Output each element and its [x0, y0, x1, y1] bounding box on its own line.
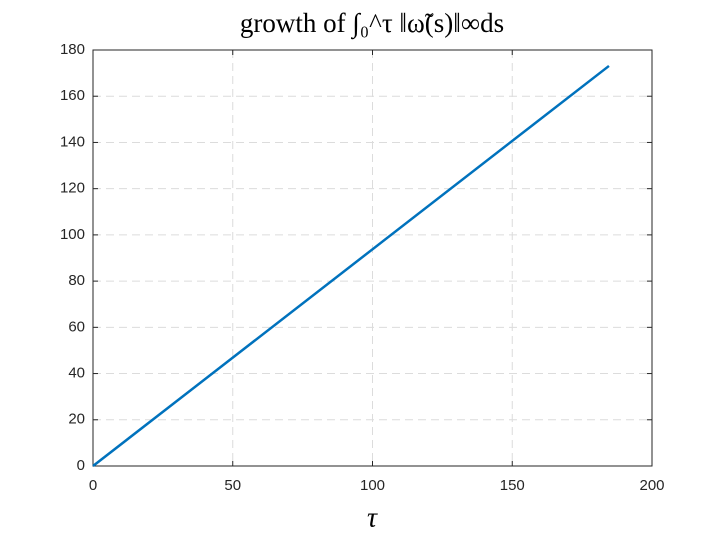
chart-title: growth of ∫₀^τ ‖ω̃(s)‖∞ds — [240, 8, 504, 40]
x-tick-label: 200 — [639, 477, 664, 494]
y-tick-label: 100 — [60, 226, 85, 243]
x-tick-label: 100 — [360, 477, 385, 494]
line-series — [92, 64, 610, 467]
y-tick-label: 120 — [60, 180, 85, 197]
y-tick-label: 80 — [68, 272, 85, 289]
x-tick-label: 50 — [224, 477, 241, 494]
y-tick-label: 140 — [60, 133, 85, 150]
axes-box — [92, 49, 653, 467]
y-tick-label: 40 — [68, 365, 85, 382]
y-tick-label: 160 — [60, 87, 85, 104]
y-tick-label: 0 — [77, 457, 85, 474]
y-tick-label: 180 — [60, 41, 85, 58]
x-tick-label: 150 — [500, 477, 525, 494]
x-axis-label: τ — [367, 502, 378, 533]
y-tick-label: 60 — [68, 318, 85, 335]
y-tick-label: 20 — [68, 411, 85, 428]
x-tick-label: 0 — [89, 477, 97, 494]
